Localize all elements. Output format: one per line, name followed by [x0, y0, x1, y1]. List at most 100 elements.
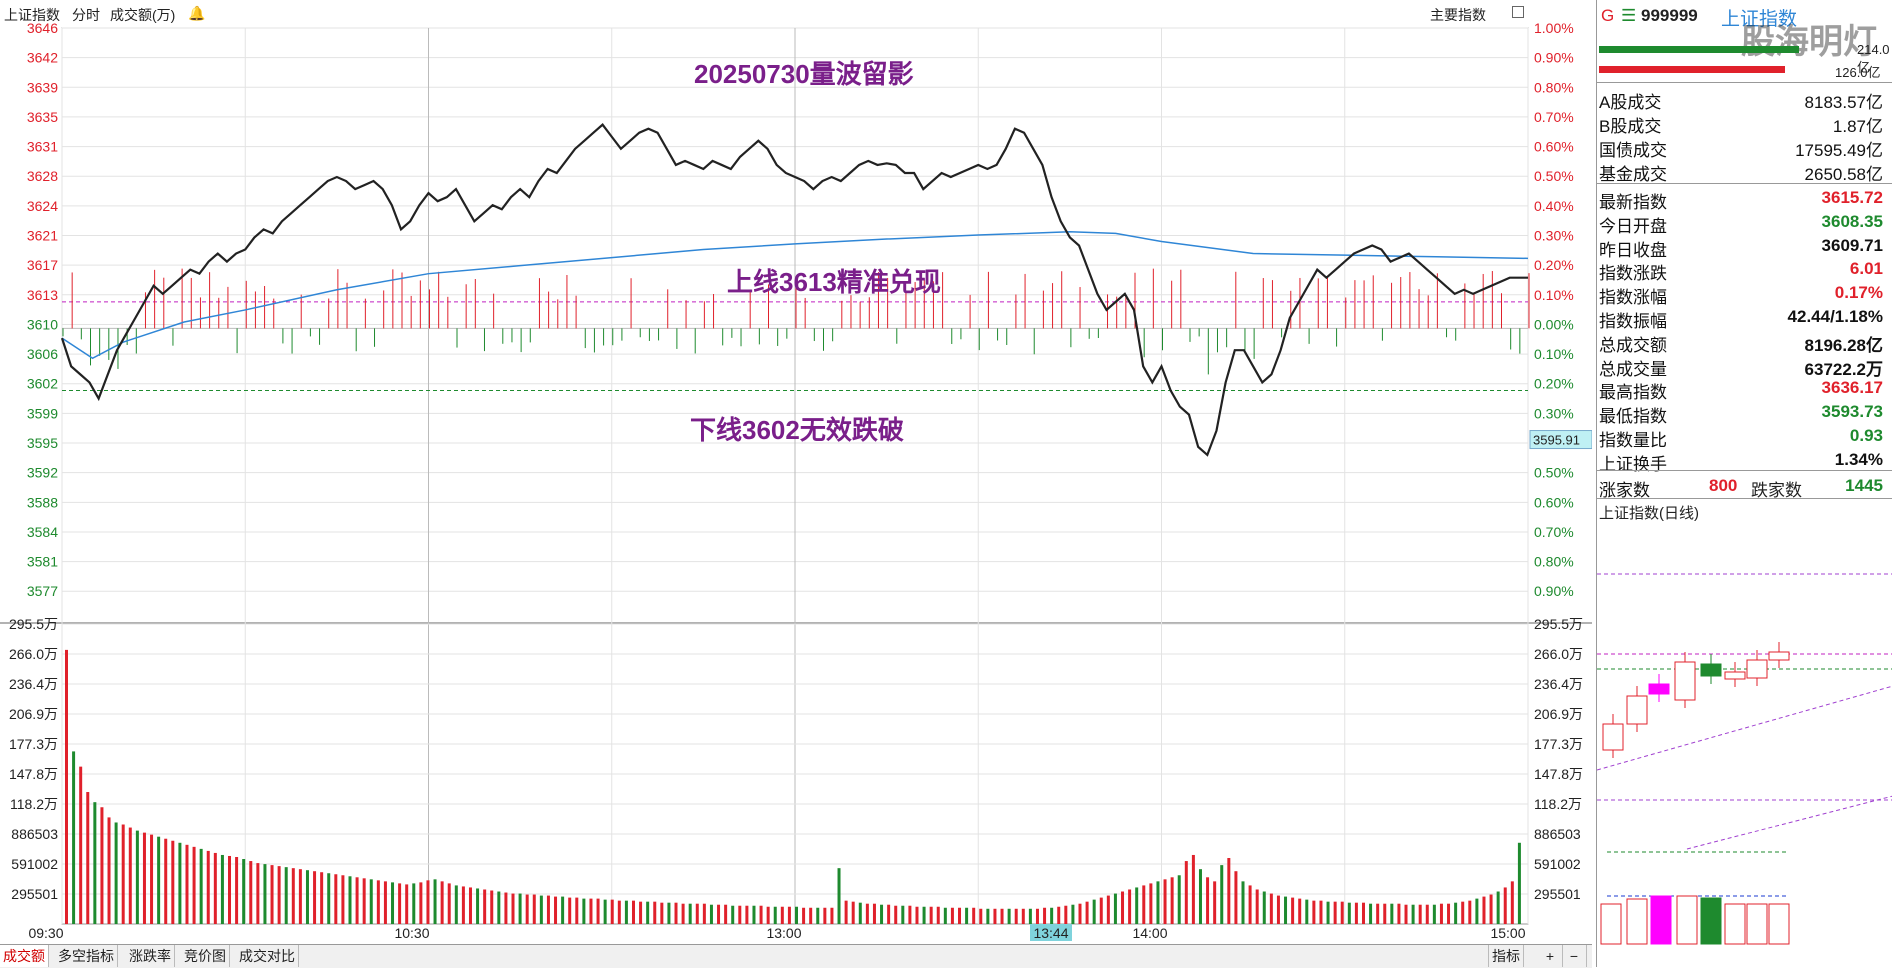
volume-bar: [1099, 897, 1103, 924]
daily-volume-bar: [1626, 898, 1648, 945]
volume-bar: [497, 891, 501, 924]
intraday-chart-area[interactable]: 上证指数 分时 成交额(万) 🔔 主要指数 3646 1.00% 3642 0.90%…: [0, 0, 1592, 941]
daily-candle: [1602, 723, 1624, 751]
volume-bar: [667, 902, 671, 924]
volume-bar: [1113, 893, 1117, 924]
indicator-button[interactable]: 指标: [1488, 945, 1524, 967]
volume-bar: [724, 904, 728, 924]
tab-rise-fall-rate[interactable]: 涨跌率: [126, 945, 175, 967]
bell-icon[interactable]: 🔔: [188, 5, 206, 21]
volume-bar: [1404, 904, 1408, 924]
volume-tick-label-right: 591002: [1534, 856, 1581, 872]
tab-volume-compare[interactable]: 成交对比: [236, 945, 299, 967]
pct-tick-label: 0.10%: [1534, 287, 1574, 303]
daily-kline-chart[interactable]: [1597, 524, 1892, 964]
volume-bar: [809, 907, 813, 924]
pct-tick-label: 0.20%: [1534, 376, 1574, 392]
volume-bar: [1397, 903, 1401, 924]
volume-bar: [674, 902, 678, 924]
pct-tick-label: 0.10%: [1534, 346, 1574, 362]
volume-bar: [1085, 901, 1089, 924]
volume-bar: [1361, 902, 1365, 924]
volume-bar: [369, 879, 373, 924]
pct-tick-label: 0.20%: [1534, 257, 1574, 273]
volume-tick-label-right: 295501: [1534, 886, 1581, 902]
volume-bar: [490, 890, 494, 924]
volume-bar: [887, 904, 891, 924]
volume-bar: [433, 879, 437, 924]
volume-bar: [1106, 895, 1110, 924]
volume-bar: [1326, 901, 1330, 924]
tab-turnover[interactable]: 成交额: [0, 945, 49, 967]
price-tick-label: 3588: [27, 494, 58, 510]
stat-row: 今日开盘 3608.35: [1599, 211, 1883, 236]
annotation-lower-line: 下线3602无效跌破: [690, 415, 904, 445]
daily-candle: [1768, 651, 1790, 661]
volume-bar: [114, 822, 118, 924]
price-tick-label: 3606: [27, 346, 58, 362]
volume-bar: [100, 807, 104, 924]
volume-bar: [950, 907, 954, 924]
volume-tick-label: 591002: [11, 856, 58, 872]
bar-value-2: 126.0亿: [1835, 65, 1881, 80]
pct-tick-label: 0.80%: [1534, 79, 1574, 95]
index-name: 上证指数: [4, 7, 60, 23]
volume-bar: [1262, 891, 1266, 924]
volume-bar: [426, 880, 430, 924]
volume-bar: [752, 905, 756, 924]
daily-candle: [1746, 659, 1768, 679]
main-index-button[interactable]: 主要指数: [1430, 7, 1486, 23]
volume-bar: [171, 840, 175, 924]
volume-bar: [915, 906, 919, 924]
price-tick-label: 3642: [27, 50, 58, 66]
volume-bar: [1241, 881, 1245, 924]
tab-long-short[interactable]: 多空指标: [55, 945, 118, 967]
panel-toggle-icon[interactable]: [1512, 6, 1524, 18]
daily-trend-line: [1686, 795, 1892, 850]
volume-bar: [766, 906, 770, 924]
mode-label[interactable]: 分时: [72, 7, 100, 23]
volume-bar: [1305, 899, 1309, 924]
volume-bar: [802, 907, 806, 924]
volume-bar: [199, 848, 203, 924]
indicator-label[interactable]: 成交额(万): [110, 7, 176, 23]
tab-auction[interactable]: 竞价图: [181, 945, 230, 967]
zoom-in-button[interactable]: +: [1538, 945, 1563, 967]
price-tick-label: 3592: [27, 465, 58, 481]
volume-bar: [476, 888, 480, 924]
volume-tick-label-right: 118.2万: [1534, 796, 1582, 812]
average-price-line: [61, 231, 1529, 360]
volume-bar: [249, 861, 253, 924]
up-count: 800: [1709, 476, 1738, 495]
turnover-row: 国债成交 17595.49亿: [1599, 141, 1883, 160]
volume-bar: [440, 881, 444, 924]
volume-bar: [1043, 907, 1047, 924]
pct-tick-label: 0.70%: [1534, 109, 1574, 125]
volume-bar: [1191, 854, 1195, 924]
volume-bar: [1461, 901, 1465, 924]
volume-bar: [993, 908, 997, 924]
volume-tick-label: 177.3万: [9, 736, 58, 752]
volume-bar: [1454, 902, 1458, 924]
volume-bar: [1447, 903, 1451, 924]
volume-bar: [1291, 897, 1295, 924]
volume-bar: [185, 844, 189, 924]
volume-bar: [1517, 842, 1521, 924]
volume-bar: [1340, 901, 1344, 924]
volume-bar: [107, 817, 111, 924]
volume-bar: [1071, 904, 1075, 924]
volume-bar: [86, 792, 90, 924]
price-tick-label: 3635: [27, 109, 58, 125]
zoom-out-button[interactable]: −: [1562, 945, 1587, 967]
volume-bar: [717, 904, 721, 924]
pct-tick-label: 0.30%: [1534, 228, 1574, 244]
volume-bar: [334, 874, 338, 924]
daily-candle: [1626, 695, 1648, 725]
volume-tick-label: 118.2万: [10, 796, 58, 812]
volume-bar: [1170, 877, 1174, 924]
volume-bar: [1489, 894, 1493, 924]
volume-bar: [773, 906, 777, 924]
volume-bar: [901, 905, 905, 924]
daily-candle: [1648, 683, 1670, 695]
menu-icon[interactable]: ☰: [1621, 6, 1637, 25]
